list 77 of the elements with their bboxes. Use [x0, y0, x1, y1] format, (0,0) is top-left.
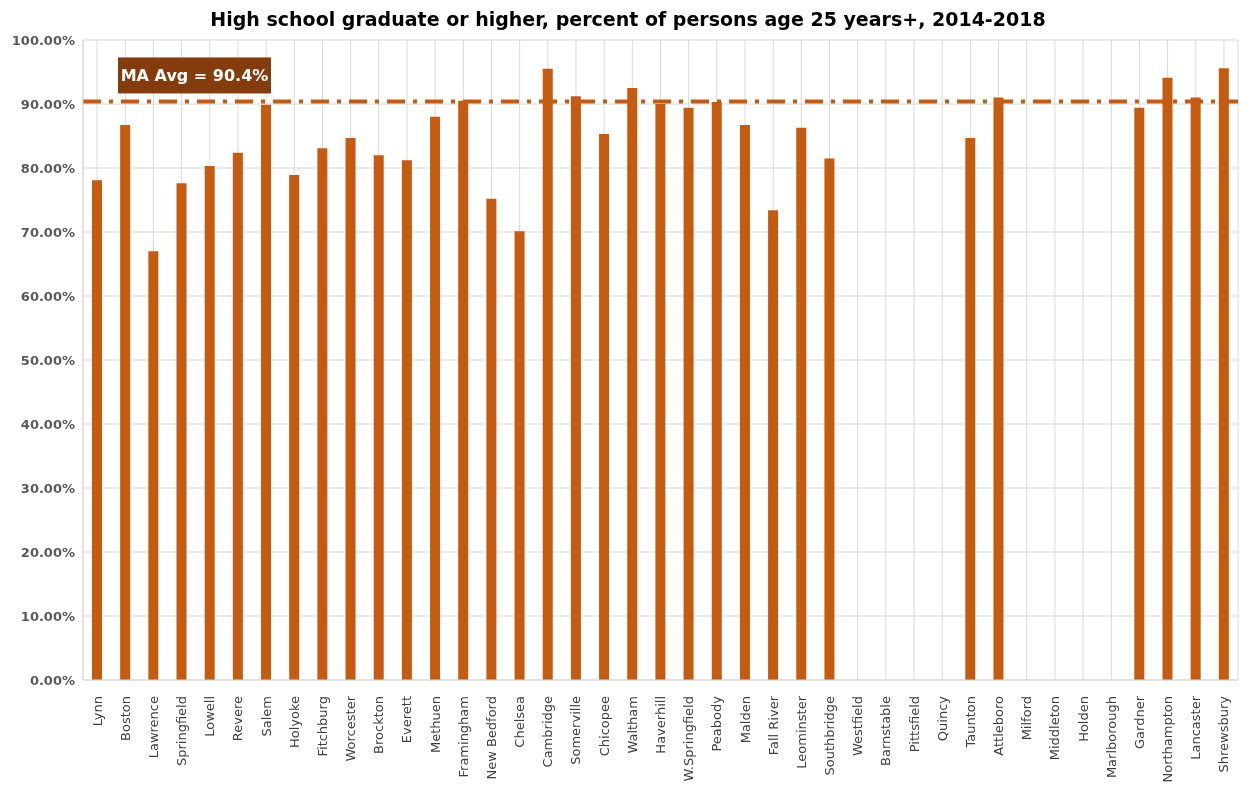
x-tick-label: Pittsfield: [906, 696, 922, 753]
x-tick-label: Framingham: [455, 696, 471, 778]
x-tick-label: Boston: [117, 696, 133, 741]
bar: [824, 158, 835, 680]
x-tick-label: Springfield: [174, 696, 190, 767]
bar: [204, 166, 215, 680]
x-tick-label: Westfield: [850, 696, 866, 757]
bar: [739, 125, 750, 680]
bar: [373, 155, 384, 680]
bar: [120, 125, 131, 680]
x-tick-label: Leominster: [793, 695, 809, 769]
x-tick-label: Everett: [399, 696, 415, 744]
y-tick-label: 50.00%: [20, 352, 75, 368]
x-tick-label: Taunton: [962, 696, 978, 749]
bar: [92, 180, 102, 680]
x-tick-label: Haverhill: [653, 696, 668, 754]
y-tick-label: 60.00%: [20, 288, 75, 304]
bar: [261, 104, 272, 680]
y-tick-label: 30.00%: [20, 480, 75, 496]
x-tick-label: Salem: [258, 696, 274, 737]
y-tick-label: 20.00%: [20, 544, 75, 560]
x-tick-label: Northampton: [1160, 696, 1176, 783]
y-tick-label: 10.00%: [20, 608, 75, 624]
bar: [599, 134, 610, 680]
x-tick-label: Peabody: [709, 695, 725, 752]
x-tick-label: Chicopee: [596, 696, 612, 757]
x-tick-label: Lynn: [89, 696, 105, 727]
x-tick-label: Lowell: [202, 696, 218, 737]
bar: [486, 198, 497, 680]
x-tick-label: New Bedford: [483, 696, 499, 780]
y-tick-label: 0.00%: [29, 672, 75, 688]
bar: [148, 251, 159, 680]
x-tick-label: Southbridge: [822, 696, 838, 776]
y-tick-label: 90.00%: [20, 96, 75, 112]
x-tick-label: Milford: [1019, 696, 1035, 741]
bar: [683, 107, 694, 680]
x-tick-label: Barnstable: [878, 696, 894, 766]
x-tick-label: Middleton: [1047, 696, 1063, 761]
x-tick-label: Holyoke: [286, 696, 302, 749]
bar: [345, 137, 356, 680]
x-tick-label: Fall River: [765, 695, 781, 756]
bar: [232, 152, 243, 680]
bar: [1134, 107, 1145, 680]
bar: [430, 116, 441, 680]
bar: [965, 137, 976, 680]
x-tick-label: Gardner: [1131, 695, 1147, 749]
x-tick-label: Methuen: [427, 696, 443, 754]
x-tick-label: Waltham: [624, 696, 640, 754]
x-tick-label: Quincy: [934, 695, 950, 742]
bar: [768, 210, 779, 680]
x-tick-label: Malden: [737, 696, 753, 744]
x-tick-label: Worcester: [343, 695, 359, 762]
x-tick-label: Brockton: [371, 696, 387, 754]
bar: [317, 148, 328, 680]
bar: [796, 127, 807, 680]
y-tick-label: 70.00%: [20, 224, 75, 240]
x-tick-label: Shrewsbury: [1216, 695, 1232, 773]
bar: [176, 183, 187, 680]
x-tick-label: Attleboro: [991, 695, 1007, 756]
y-tick-label: 100.00%: [11, 32, 75, 48]
x-tick-label: W.Springfield: [681, 696, 697, 782]
x-tick-label: Cambridge: [540, 696, 556, 768]
bar: [401, 160, 412, 680]
bar: [289, 175, 300, 680]
x-tick-label: Lancaster: [1188, 695, 1204, 760]
chart-title: High school graduate or higher, percent of persons age 25 years+, 2014-2018: [209, 8, 1047, 30]
y-tick-label: 80.00%: [20, 160, 75, 176]
x-tick-label: Revere: [230, 696, 246, 742]
x-tick-label: Chelsea: [512, 696, 528, 748]
x-tick-label: Lawrence: [145, 696, 161, 759]
y-tick-label: 40.00%: [20, 416, 75, 432]
x-tick-label: Somerville: [568, 696, 584, 765]
x-tick-label: Holden: [1075, 696, 1091, 742]
bar: [514, 231, 525, 680]
x-tick-label: Fitchburg: [314, 696, 330, 757]
ref-line-label: MA Avg = 90.4%: [120, 65, 269, 85]
x-tick-label: Marlborough: [1103, 696, 1119, 779]
